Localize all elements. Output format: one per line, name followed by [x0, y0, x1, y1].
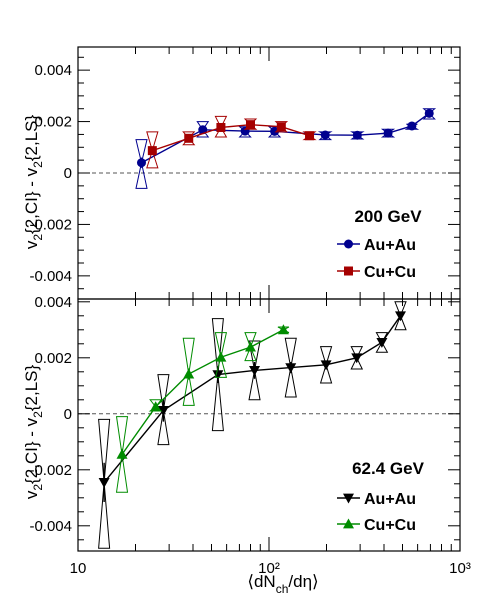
systematic-error-band — [350, 346, 364, 370]
data-point — [116, 448, 128, 459]
systematic-error-band — [211, 318, 224, 432]
systematic-error-band — [115, 416, 129, 493]
data-point — [305, 131, 315, 141]
y-tick-label: 0 — [64, 406, 72, 423]
data-point — [157, 406, 169, 416]
data-point — [343, 493, 354, 504]
data-point — [351, 353, 363, 364]
series-line — [152, 123, 310, 152]
y-tick-label: -0.002 — [29, 216, 72, 233]
systematic-error-band — [248, 340, 261, 401]
data-point — [344, 239, 353, 249]
data-point — [352, 130, 362, 140]
legend-label: Cu+Cu — [364, 264, 416, 281]
y-axis-title: v2{2,CI} - v2{2,LS} — [22, 365, 45, 500]
series-line — [121, 329, 284, 455]
legend-label: Au+Au — [364, 237, 416, 254]
series-cu-cu — [115, 324, 290, 493]
data-point — [216, 122, 226, 132]
data-point — [249, 366, 261, 376]
data-point — [198, 125, 208, 135]
legend: Au+Au Cu+Cu — [337, 491, 416, 534]
data-point — [394, 311, 406, 322]
data-point — [276, 122, 286, 132]
x-tick-label: 10 — [70, 560, 87, 577]
data-point — [244, 341, 256, 352]
y-tick-label: 0.004 — [34, 62, 72, 79]
y-tick-label: 0.002 — [34, 114, 72, 131]
systematic-error-band — [284, 337, 297, 398]
y-axis-title: v2{2,CI} - v2{2,LS} — [22, 115, 45, 250]
data-point — [285, 363, 297, 374]
systematic-error-band — [135, 139, 148, 189]
systematic-error-band — [98, 418, 111, 549]
y-tick-label: 0.002 — [34, 350, 72, 367]
data-point — [150, 401, 162, 412]
data-point — [245, 120, 255, 130]
data-point — [277, 324, 289, 335]
series-au-au — [135, 108, 437, 189]
svg-text:v2{2,CI} - v2{2,LS}: v2{2,CI} - v2{2,LS} — [22, 115, 45, 250]
data-point — [183, 368, 195, 379]
data-point — [136, 158, 146, 168]
systematic-error-band — [214, 115, 228, 138]
data-point — [383, 128, 393, 138]
y-tick-label: -0.004 — [29, 518, 72, 535]
systematic-error-band — [182, 337, 195, 406]
energy-label: 62.4 GeV — [352, 459, 424, 478]
systematic-error-band — [214, 332, 228, 378]
plot-frame — [77, 298, 461, 552]
y-tick-label: -0.002 — [29, 462, 72, 479]
systematic-error-band — [394, 301, 407, 331]
energy-label: 200 GeV — [354, 207, 422, 226]
panel-bottom: -0.004 -0.002 0 0.002 0.004 10 10² 10³ 62.4 GeV A… — [29, 294, 470, 577]
data-point — [320, 360, 332, 371]
systematic-error-band — [244, 332, 257, 362]
panel-top: -0.004 -0.002 0 0.002 0.004 200 GeV Au+Au Cu+Cu — [29, 46, 461, 300]
legend: Au+Au Cu+Cu — [337, 237, 416, 281]
data-point — [344, 266, 353, 276]
y-tick-label: -0.004 — [29, 268, 72, 285]
svg-text:v2{2,CI} - v2{2,LS}: v2{2,CI} - v2{2,LS} — [22, 365, 45, 500]
data-point — [147, 146, 157, 156]
data-point — [184, 133, 194, 143]
data-point — [212, 370, 224, 381]
y-tick-label: 0.004 — [34, 294, 72, 311]
data-point — [424, 108, 434, 118]
systematic-error-band — [157, 374, 170, 446]
y-tick-label: 0 — [64, 165, 72, 182]
systematic-error-band — [146, 131, 159, 169]
legend-label: Au+Au — [364, 491, 416, 508]
data-point — [376, 338, 388, 348]
series-au-au — [98, 301, 407, 549]
x-tick-label: 10² — [258, 560, 280, 577]
systematic-error-band — [319, 346, 333, 384]
data-point — [215, 351, 227, 362]
data-point — [98, 478, 110, 488]
x-tick-label: 10³ — [449, 560, 471, 577]
series-cu-cu — [146, 115, 317, 169]
legend-label: Cu+Cu — [364, 517, 416, 534]
systematic-error-band — [196, 121, 210, 138]
data-point — [407, 121, 417, 131]
data-point — [343, 518, 354, 529]
data-point — [320, 130, 330, 140]
